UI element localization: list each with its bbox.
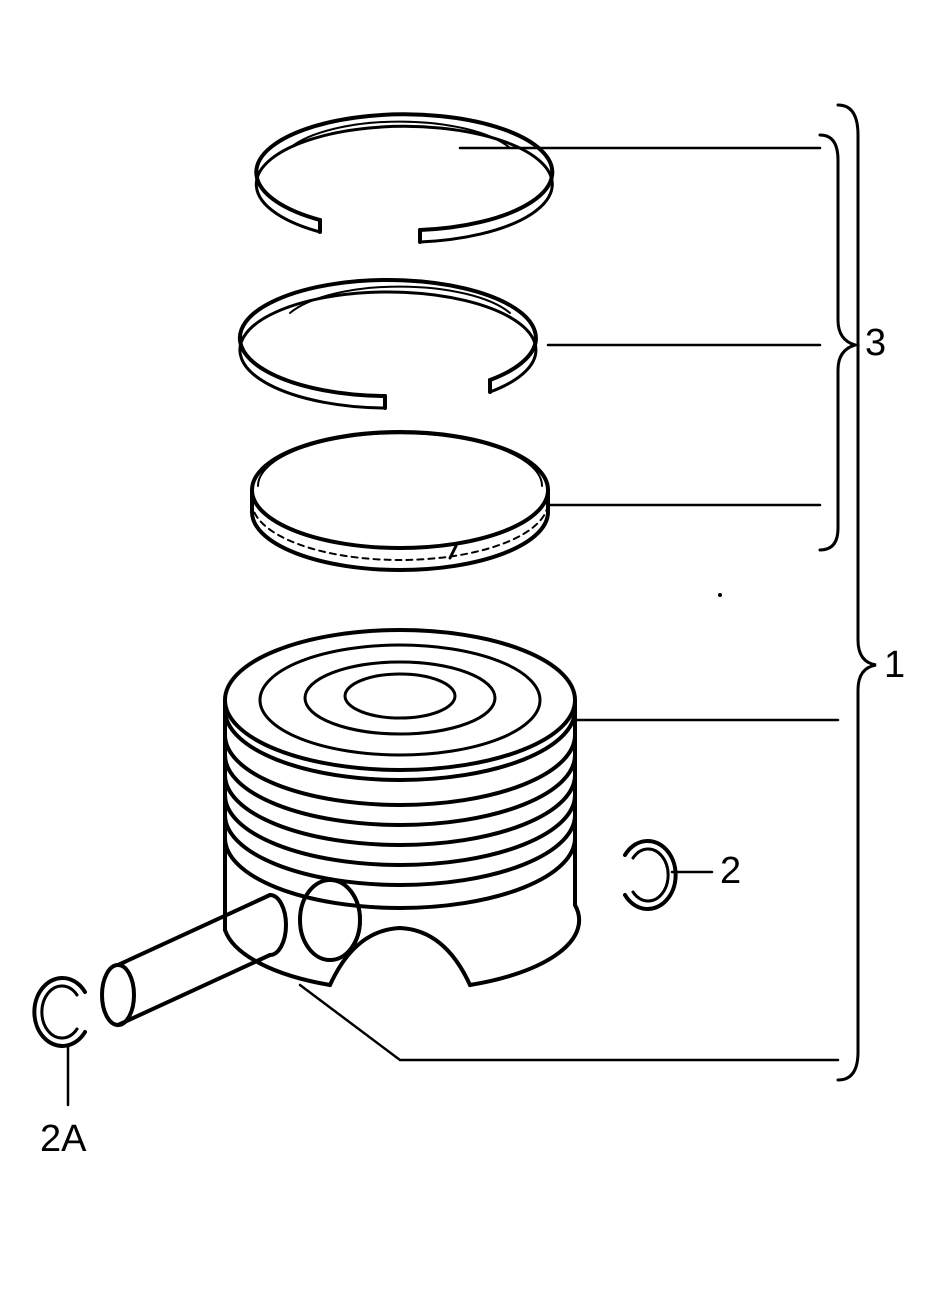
bracket-3 — [820, 135, 855, 550]
callout-3: 3 — [865, 322, 886, 365]
callout-2: 2 — [720, 850, 741, 893]
callout-1: 1 — [884, 644, 905, 687]
callout-2a: 2A — [40, 1118, 86, 1161]
piston-pin — [102, 895, 286, 1025]
snapring-right — [625, 841, 676, 909]
parts-diagram — [0, 0, 937, 1299]
bracket-1 — [838, 105, 876, 1080]
snapring-left — [34, 978, 85, 1046]
ring-bottom — [252, 432, 548, 570]
ring-middle — [240, 280, 536, 408]
ring-top — [256, 114, 552, 242]
piston — [225, 630, 579, 985]
